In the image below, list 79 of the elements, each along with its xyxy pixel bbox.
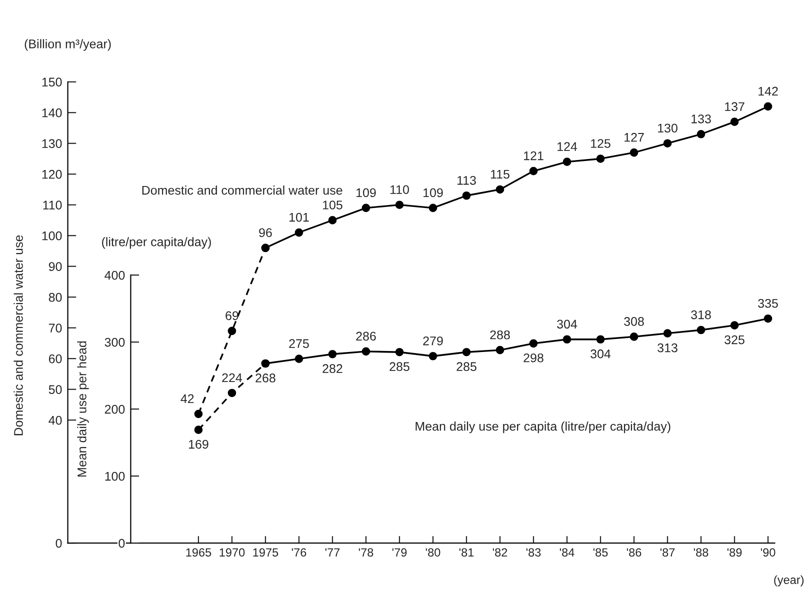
data-label: 313 [658,343,678,352]
y-tick-label: 40 [48,416,62,425]
y-tick-label: 60 [48,354,62,364]
data-label: 124 [558,142,578,151]
x-tick-label: '83 [526,548,541,557]
y-tick-label: 0 [118,538,125,548]
data-label: 304 [590,349,611,358]
y-tick-label: 0 [56,538,62,548]
data-label: 318 [691,310,711,320]
data-label: 110 [390,185,409,194]
y-tick-label: 90 [48,262,62,271]
y-tick-label: 200 [104,404,125,414]
y-tick-label: 400 [104,270,125,280]
text: Mean daily use per capita (litre/per capita/day) [416,422,670,434]
x-tick-label: '88 [694,548,708,557]
data-label: 304 [557,320,578,329]
data-label: 113 [457,176,476,185]
x-tick-label: '80 [426,548,440,557]
x-tick-label: '89 [727,548,742,557]
y-tick-label: 130 [42,139,62,148]
text: (Billion m³/year) [24,39,111,51]
data-label: 285 [390,362,410,372]
x-tick-label: '86 [626,548,642,557]
data-label: 335 [758,298,778,308]
x-tick-label: '87 [660,548,675,557]
x-tick-label: 1970 [220,548,245,557]
data-label: 42 [180,394,194,403]
data-label: 286 [356,332,376,341]
data-label: 125 [591,139,610,148]
y-tick-label: 120 [42,170,62,179]
data-label: 279 [423,336,443,346]
y-tick-label: 110 [43,200,62,210]
data-label: 101 [289,212,309,222]
data-label: 142 [758,86,778,96]
x-tick-label: '79 [392,548,407,557]
x-tick-label: '78 [358,548,374,557]
x-tick-label: 1965 [186,548,212,557]
data-label: 268 [256,374,276,382]
data-label: 115 [490,170,510,179]
x-tick-label: '85 [593,548,608,557]
y-axis-title: Mean daily use per head [77,341,89,476]
x-tick-label: '82 [492,548,508,557]
data-label: 133 [692,114,711,124]
data-label: 127 [624,132,644,142]
y-tick-label: 300 [104,338,125,347]
data-label: 298 [524,353,544,362]
data-label: 121 [524,151,544,160]
y-tick-label: 80 [48,292,62,302]
series-label: Domestic and commercial water use [142,186,342,195]
y-tick-label: 100 [42,231,62,240]
data-label: 285 [456,362,476,372]
x-tick-label: '84 [560,548,574,557]
y-tick-label: 100 [105,472,125,481]
data-label: 224 [222,373,242,382]
data-label: 282 [322,364,342,374]
data-label: 325 [724,335,744,344]
data-label: 69 [226,311,238,320]
x-tick-label: '77 [325,548,340,556]
data-label: 169 [188,440,208,449]
data-label: 105 [322,200,342,210]
data-label: 109 [356,188,376,198]
data-label: 275 [289,339,309,348]
x-axis-title: (year) [774,575,804,586]
data-label: 288 [490,330,510,340]
y-tick-label: 70 [48,324,62,332]
data-label: 96 [259,228,272,238]
x-tick-label: '76 [292,548,306,557]
annotation: (litre/per capita/day) [102,237,211,249]
x-tick-label: '81 [459,548,474,557]
data-label: 130 [658,124,678,133]
y-tick-label: 140 [42,108,62,118]
data-label: 109 [424,188,443,198]
data-label: 137 [725,102,744,112]
data-label: 308 [624,317,644,326]
y-tick-label: 150 [42,78,62,87]
x-tick-label: 1975 [253,548,278,557]
x-tick-label: '90 [760,548,776,557]
y-tick-label: 50 [48,385,62,394]
y-axis-title: Domestic and commercial water use [14,235,23,436]
